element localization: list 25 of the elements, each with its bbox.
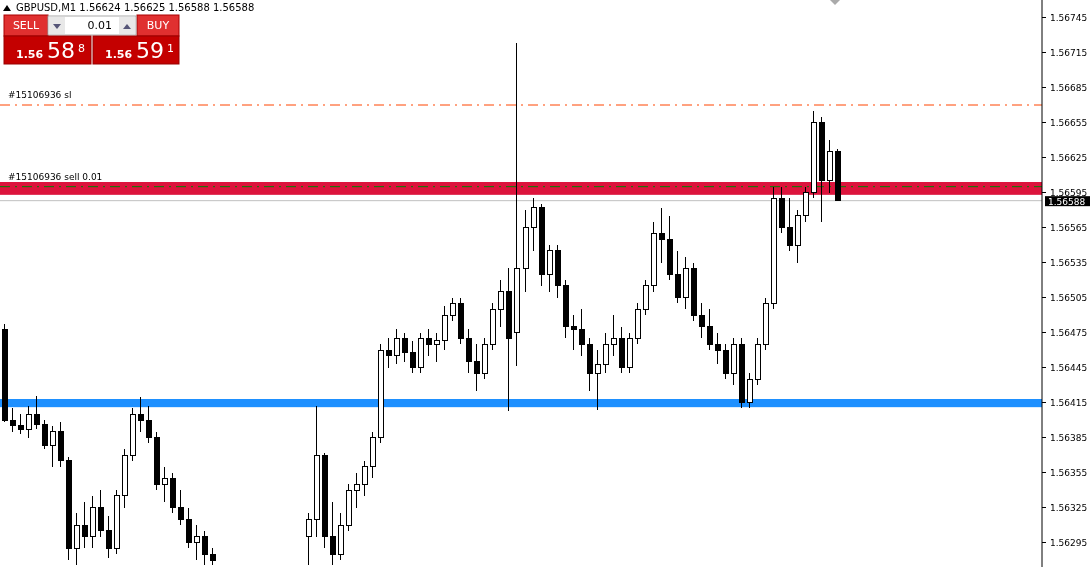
annotation: 0.01 [87, 19, 112, 32]
y-tick-label: 1.56505 [1050, 292, 1088, 303]
y-tick-label: 1.56415 [1050, 397, 1088, 408]
chart-title: GBPUSD,M1 1.56624 1.56625 1.56588 1.56588 [16, 2, 255, 13]
y-tick-label: 1.56625 [1050, 152, 1088, 163]
annotation: 1.56 59$^{1}$ [105, 38, 174, 63]
y-tick-label: 1.56445 [1050, 362, 1088, 373]
ref-line-label: #15106936 sl [8, 90, 72, 100]
y-tick-label: 1.56655 [1050, 117, 1088, 128]
ref-line-label: 1.56588 [1048, 196, 1086, 207]
y-tick-label: 1.56325 [1050, 502, 1088, 513]
y-tick-label: 1.56475 [1050, 327, 1088, 338]
y-tick-label: 1.56595 [1050, 187, 1088, 198]
annotation: BUY [146, 19, 170, 32]
y-tick-label: 1.56685 [1050, 82, 1088, 93]
y-tick-label: 1.56745 [1050, 12, 1088, 23]
y-tick-label: 1.56355 [1050, 467, 1088, 478]
annotation: 1.56 58$^{8}$ [16, 38, 85, 63]
y-tick-label: 1.56715 [1050, 47, 1088, 58]
y-tick-label: 1.56385 [1050, 432, 1088, 443]
annotation: SELL [12, 19, 40, 32]
y-tick-label: 1.56535 [1050, 257, 1088, 268]
y-tick-label: 1.56295 [1050, 537, 1088, 548]
ref-line-label: #15106936 sell 0.01 [8, 171, 103, 182]
y-tick-label: 1.56565 [1050, 222, 1088, 233]
